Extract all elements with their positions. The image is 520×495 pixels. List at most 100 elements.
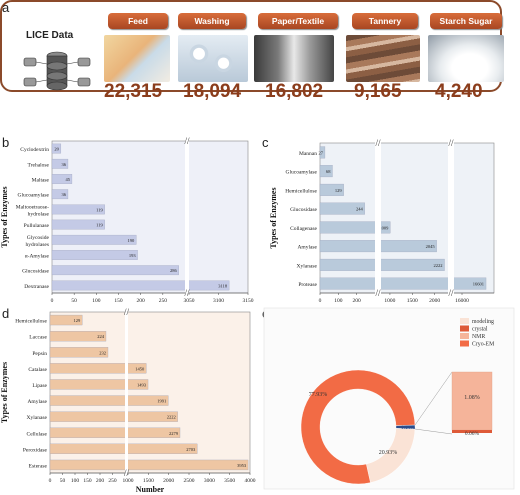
value-label-amylase: 2045 <box>426 244 436 249</box>
axis-break-gap <box>375 142 381 300</box>
category-label-hemicellulose: Hemicellulose <box>285 188 317 194</box>
category-label-collagenase: Collagenase <box>290 226 317 232</box>
category-label-mannan: Mannan <box>299 151 317 157</box>
x-tick-label-0: 0 <box>51 298 54 304</box>
value-label-maltase: 45 <box>65 177 70 182</box>
x-tick-label-3000: 3000 <box>204 478 215 484</box>
value-label-catalase: 1450 <box>135 366 145 371</box>
legend-swatch-nmr <box>460 333 469 339</box>
x-tick-label-3500: 3500 <box>224 478 235 484</box>
x-tick-label-0: 0 <box>319 298 322 304</box>
slice-cryo-em <box>300 369 416 485</box>
x-tick-label-150: 150 <box>83 478 92 484</box>
zoom-connector <box>414 428 453 435</box>
category-label-pepsin: Pepsin <box>32 351 47 357</box>
category-label-glycoside-hydrolases: Glycoside hydrolases <box>25 235 49 248</box>
y-axis-label: Types of Enzymes <box>269 187 278 248</box>
x-tick-label-3100: 3100 <box>213 298 224 304</box>
tannery-count: 9,165 <box>354 81 402 102</box>
bar-pepsin <box>49 347 109 358</box>
value-label-glucosidase: 286 <box>170 268 178 273</box>
axis-break-mark: // <box>124 307 130 317</box>
x-tick-label-100: 100 <box>92 298 101 304</box>
chart-c: Mannan 27 Glucoamylase 68 Hemicellulose 129 Gl… <box>269 138 495 304</box>
feed-photo <box>104 35 170 82</box>
x-tick-label-150: 150 <box>114 298 123 304</box>
category-label-dextranase: Dextranase <box>24 284 49 290</box>
x-tick-label-2000: 2000 <box>429 298 440 304</box>
bar-laccase <box>49 331 107 342</box>
category-label-catalase: Catalase <box>28 367 47 373</box>
value-label-amylase: 193 <box>129 253 137 258</box>
slice-label-crystal: 0.06% <box>465 431 480 437</box>
axis-break-mark: // <box>448 288 454 298</box>
category-label-glucoamylase: Glucoamylase <box>286 170 318 176</box>
bar-glucosidase <box>51 265 179 276</box>
category-label-cellulase: Cellulase <box>27 431 48 437</box>
value-label-pullulanase: 119 <box>96 223 103 228</box>
axis-break-mark: // <box>448 138 454 148</box>
value-label-cellulase: 2279 <box>169 431 179 436</box>
feed-count: 22,315 <box>104 81 163 102</box>
bar-peroxidase <box>49 443 198 454</box>
value-label-protease: 16601 <box>473 282 484 287</box>
washing-count: 18,094 <box>183 81 242 102</box>
bar-lipase <box>49 379 149 390</box>
washing-photo <box>178 35 248 82</box>
panel-label-d: d <box>2 306 10 321</box>
x-tick-label-200: 200 <box>96 478 105 484</box>
category-feed-button: Feed <box>108 13 168 29</box>
axis-break-mark: // <box>184 136 190 146</box>
x-tick-label-3150: 3150 <box>243 298 254 304</box>
axis-break-mark: // <box>184 288 190 298</box>
bar-cyclodextrin <box>51 143 62 154</box>
legend-label-cryo-em: Cryo-EM <box>472 342 494 348</box>
value-label-laccase: 224 <box>97 334 105 339</box>
category-label-cyclodextrin: Cyclodextrin <box>20 147 49 153</box>
value-label-dextranase: 3118 <box>218 283 228 288</box>
slice-label-nmr: 1.08% <box>464 395 480 401</box>
x-tick-label-1000: 1000 <box>123 478 134 484</box>
x-tick-label-1500: 1500 <box>143 478 154 484</box>
category-washing-button: Washing <box>178 13 246 29</box>
value-label-trehalose: 36 <box>61 162 66 167</box>
x-tick-label-200: 200 <box>137 298 146 304</box>
category-label-amylase: Amylase <box>297 245 317 251</box>
panel-label-c: c <box>262 135 269 150</box>
x-tick-label-100: 100 <box>71 478 80 484</box>
category-label-peroxidase: Peroxidase <box>23 447 48 453</box>
category-label-xylanase: Xylanase <box>27 415 48 421</box>
chart-b: Cyclodextrin 20 Trehalose 36 Maltase 45 Glucoa… <box>0 136 254 304</box>
value-label-pepsin: 232 <box>99 350 106 355</box>
axis-break-gap <box>185 140 189 300</box>
value-label-glycoside-hydrolases: 190 <box>127 238 135 243</box>
database-icon <box>23 51 91 91</box>
x-tick-label-1500: 1500 <box>407 298 418 304</box>
axis-break-mark: // <box>375 288 381 298</box>
category-label-glucosidase: Glucosidase <box>22 269 49 275</box>
legend-label-crystal: crystal <box>472 327 488 333</box>
bar-glucoamylase <box>319 165 333 178</box>
bar-amylase <box>51 250 138 260</box>
bar-mannan <box>319 146 326 159</box>
x-tick-label-3050: 3050 <box>184 298 195 304</box>
value-label-glucosidase: 244 <box>356 207 364 212</box>
value-label-peroxidase: 2703 <box>186 447 196 452</box>
x-tick-label-250: 250 <box>159 298 168 304</box>
bar-trehalose <box>51 158 69 169</box>
category-tannery-button: Tannery <box>352 13 418 29</box>
bar-glucoamylase <box>51 189 69 200</box>
category-label-esterase: Esterase <box>29 463 48 469</box>
value-label-amylase: 1991 <box>157 399 166 404</box>
value-label-collagenase: 1009 <box>379 225 389 230</box>
category-label-protease: Protease <box>298 282 317 288</box>
legend-label-modeling: modeling <box>472 319 494 325</box>
category-label-glucoamylase: Glucoamylase <box>18 193 50 199</box>
value-label-mannan: 27 <box>318 150 323 155</box>
bar-pullulanase <box>51 219 105 230</box>
bar-maltooetraose-hydrolase <box>51 204 105 215</box>
bar-collagenase <box>319 221 391 234</box>
value-label-hemicellulose: 129 <box>335 188 343 193</box>
bar-protease <box>319 277 487 290</box>
tannery-photo <box>346 35 420 82</box>
